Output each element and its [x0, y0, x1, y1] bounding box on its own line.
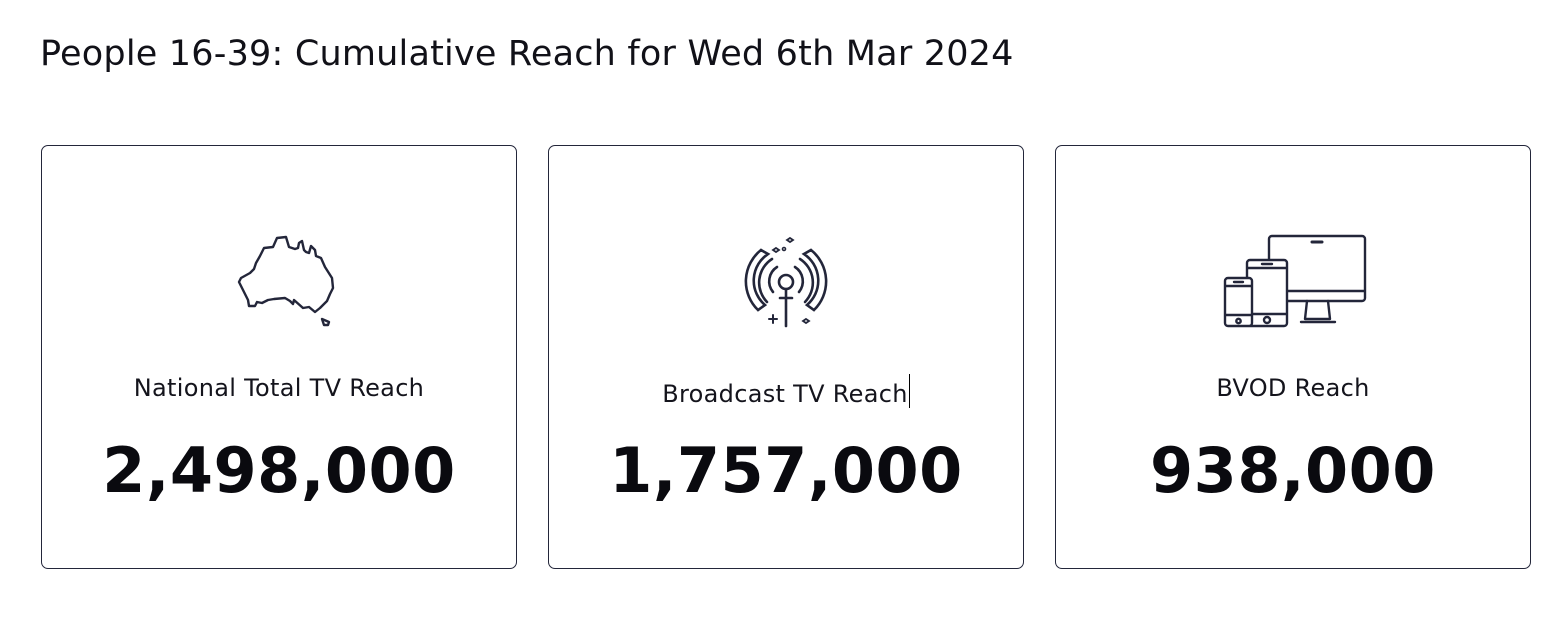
- card-bvod-reach: BVOD Reach 938,000: [1055, 145, 1531, 569]
- card-national-total-tv-reach: National Total TV Reach 2,498,000: [41, 145, 517, 569]
- reach-cards: National Total TV Reach 2,498,000: [41, 145, 1531, 571]
- card-broadcast-tv-reach: Broadcast TV Reach 1,757,000: [548, 145, 1024, 569]
- card-label: Broadcast TV Reach: [549, 374, 1023, 408]
- page-title: People 16-39: Cumulative Reach for Wed 6…: [40, 34, 1014, 74]
- text-cursor: [908, 374, 910, 408]
- card-label-text: Broadcast TV Reach: [662, 380, 908, 408]
- card-value: 2,498,000: [102, 434, 456, 507]
- australia-map-icon: [199, 226, 359, 336]
- card-label: National Total TV Reach: [133, 374, 425, 402]
- card-value: 938,000: [1150, 434, 1436, 507]
- multi-device-icon: [1213, 226, 1373, 336]
- card-value: 1,757,000: [609, 434, 963, 507]
- card-label: BVOD Reach: [1216, 374, 1370, 402]
- broadcast-antenna-icon: [706, 226, 866, 336]
